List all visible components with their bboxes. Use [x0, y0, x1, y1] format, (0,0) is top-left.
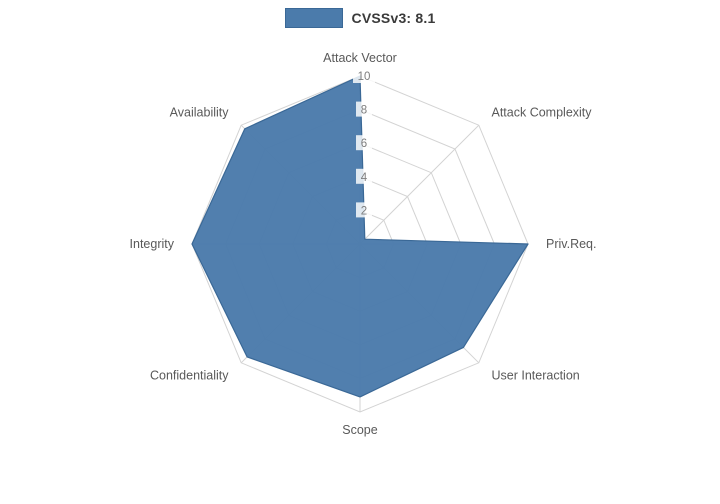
series-polygon — [191, 75, 529, 398]
tick-label: 8 — [361, 105, 367, 117]
chart-legend: CVSSv3: 8.1 — [0, 8, 720, 28]
axis-label-attack-vector: Attack Vector — [323, 51, 397, 65]
tick-label: 4 — [361, 172, 368, 184]
tick-label-bg — [356, 202, 372, 218]
tick-label: 6 — [361, 138, 367, 150]
axis-label-user-interaction: User Interaction — [492, 369, 580, 383]
axis-label-scope: Scope — [342, 423, 377, 437]
tick-label: 2 — [361, 205, 367, 217]
axis-label-confidentiality: Confidentiality — [150, 369, 229, 383]
tick-label-bg — [356, 101, 372, 117]
axis-label-attack-complexity: Attack Complexity — [492, 106, 593, 120]
tick-label-bg — [356, 168, 372, 184]
tick-label-bg — [356, 135, 372, 151]
tick-label: 10 — [358, 71, 371, 83]
legend-swatch — [284, 8, 343, 28]
legend-label: CVSSv3: 8.1 — [351, 10, 436, 26]
tick-label-bg — [353, 68, 375, 83]
axis-spoke — [359, 124, 480, 245]
axis-label-availability: Availability — [170, 106, 230, 120]
axis-label-integrity: Integrity — [130, 237, 175, 251]
axis-label-priv-req: Priv.Req. — [546, 237, 596, 251]
